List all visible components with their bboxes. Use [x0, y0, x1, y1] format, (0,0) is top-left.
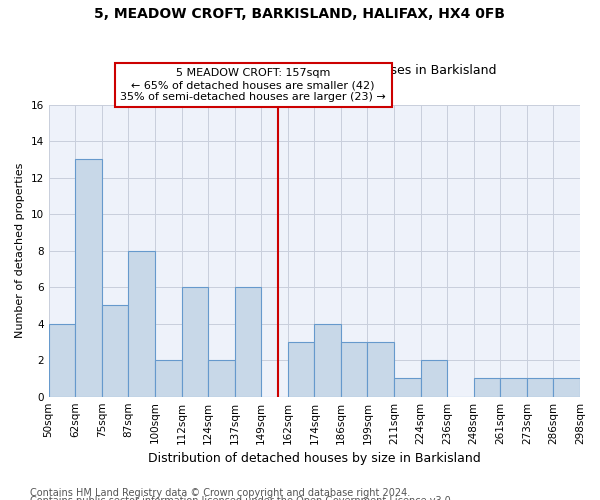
Bar [49, 324, 75, 396]
Bar [314, 324, 341, 396]
Text: Contains public sector information licensed under the Open Government Licence v3: Contains public sector information licen… [30, 496, 454, 500]
Text: 5, MEADOW CROFT, BARKISLAND, HALIFAX, HX4 0FB: 5, MEADOW CROFT, BARKISLAND, HALIFAX, HX… [95, 8, 505, 22]
Bar [553, 378, 580, 396]
Bar [235, 287, 261, 397]
Bar [102, 306, 128, 396]
Bar [182, 287, 208, 397]
Bar [75, 160, 102, 396]
Text: Contains HM Land Registry data © Crown copyright and database right 2024.: Contains HM Land Registry data © Crown c… [30, 488, 410, 498]
Bar [394, 378, 421, 396]
Bar [155, 360, 182, 397]
Bar [500, 378, 527, 396]
Title: Size of property relative to detached houses in Barkisland: Size of property relative to detached ho… [133, 64, 496, 77]
Text: 5 MEADOW CROFT: 157sqm
← 65% of detached houses are smaller (42)
35% of semi-det: 5 MEADOW CROFT: 157sqm ← 65% of detached… [121, 68, 386, 102]
Bar [341, 342, 367, 396]
Bar [208, 360, 235, 397]
Bar [367, 342, 394, 396]
Y-axis label: Number of detached properties: Number of detached properties [15, 163, 25, 338]
Bar [288, 342, 314, 396]
Bar [421, 360, 447, 397]
X-axis label: Distribution of detached houses by size in Barkisland: Distribution of detached houses by size … [148, 452, 481, 465]
Bar [527, 378, 553, 396]
Bar [474, 378, 500, 396]
Bar [128, 250, 155, 396]
